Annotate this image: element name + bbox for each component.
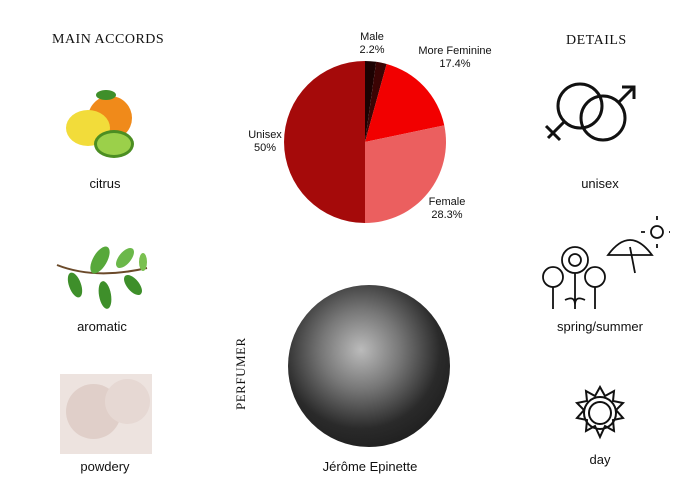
- flowers-umbrella-sun-icon: [542, 216, 670, 309]
- pie-slice-more-feminine: [365, 63, 445, 142]
- accord-label: citrus: [89, 176, 121, 191]
- pie-slice-male: [365, 61, 377, 142]
- perfumer-name: Jérôme Epinette: [322, 459, 418, 474]
- gender-pie-chart: [284, 61, 446, 223]
- citrus-fruit-image: [60, 88, 145, 163]
- main-accords-title: Main accords: [52, 32, 165, 47]
- pie-label-female: Female 28.3%: [428, 196, 466, 221]
- pie-label-unisex: Unisex 50%: [248, 129, 282, 154]
- pie-slice-unisex: [284, 61, 365, 223]
- pie-slice-unlabeled: [365, 61, 387, 142]
- pie-label-male: Male 2.2%: [359, 31, 385, 56]
- powder-image: [60, 374, 152, 454]
- herb-sprig-image: [56, 246, 148, 309]
- pie-label-more-feminine: More Feminine 17.4%: [418, 45, 492, 70]
- sun-icon: [574, 385, 626, 440]
- pie-slice-female: [365, 125, 446, 223]
- perfumer-photo: [288, 285, 450, 447]
- accord-label: powdery: [80, 459, 130, 474]
- details-title: Details: [566, 33, 627, 48]
- gender-symbols-icon: [544, 82, 636, 142]
- detail-label: day: [589, 452, 611, 467]
- detail-label: spring/summer: [557, 319, 643, 334]
- accord-label: aromatic: [77, 319, 127, 334]
- perfumer-title: Perfumer: [233, 337, 248, 410]
- detail-label: unisex: [581, 176, 619, 191]
